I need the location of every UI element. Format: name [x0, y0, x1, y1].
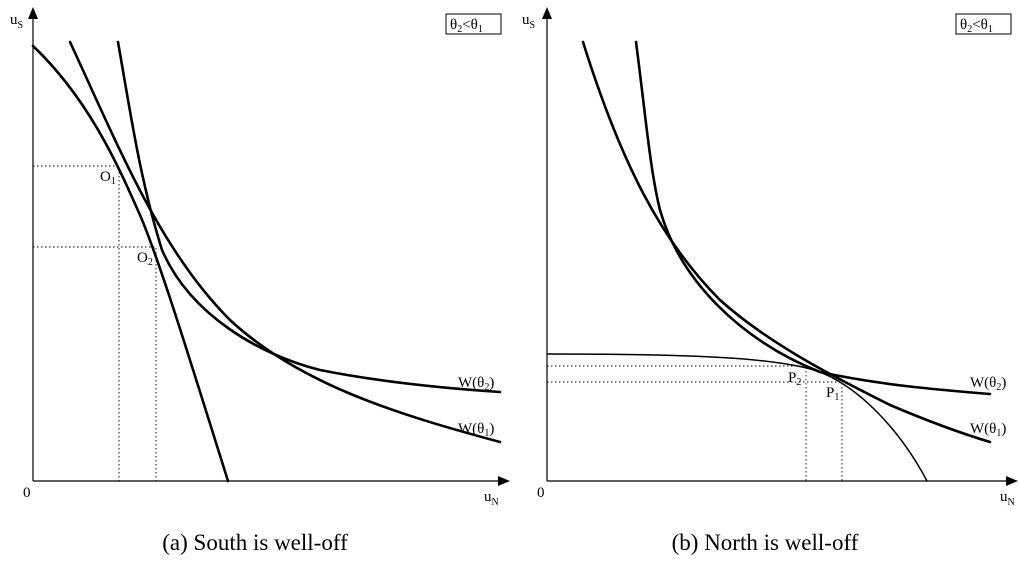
- w-theta1-curve-b: [581, 40, 992, 444]
- svg-text:θ2<θ1: θ2<θ1: [450, 17, 483, 35]
- panel-b: uS uN 0 θ2<θ1 W(θ2) W(θ1) P2 P1 (b) Nort…: [522, 7, 1018, 555]
- svg-text:θ2<θ1: θ2<θ1: [960, 17, 993, 35]
- x-axis-label-a: uN: [484, 489, 499, 508]
- point-label-o1: O1: [100, 169, 116, 187]
- curve-label-w-theta2-b: W(θ2): [970, 375, 1006, 393]
- x-axis-arrow-a: [498, 476, 510, 486]
- panel-a: uS uN 0 θ2<θ1 W(θ2) W(θ1) O1 O2 (a) Sout…: [10, 7, 510, 555]
- condition-box-a: θ2<θ1: [445, 13, 502, 35]
- point-label-o2: O2: [137, 250, 153, 268]
- guide-p2-b: [547, 365, 807, 481]
- curve-label-w-theta2-a: W(θ2): [458, 375, 494, 393]
- curve-label-w-theta1-a: W(θ1): [458, 421, 494, 439]
- curve-label-w-theta1-b: W(θ1): [970, 421, 1006, 439]
- origin-label-a: 0: [23, 485, 31, 501]
- origin-label-b: 0: [537, 485, 545, 501]
- guide-o2-a: [33, 246, 157, 481]
- y-axis-arrow-b: [542, 7, 552, 19]
- frontier-curve-a: [31, 44, 230, 483]
- w-theta2-curve-b: [634, 40, 992, 396]
- x-axis-label-b: uN: [1000, 489, 1015, 508]
- w-theta1-curve-a: [68, 40, 502, 444]
- point-label-p1: P1: [826, 385, 839, 403]
- caption-a: (a) South is well-off: [162, 530, 348, 555]
- y-axis-label-b: uS: [522, 12, 535, 31]
- y-axis-arrow-a: [28, 7, 38, 19]
- y-axis-label-a: uS: [10, 12, 23, 31]
- point-label-p2: P2: [788, 370, 801, 388]
- caption-b: (b) North is well-off: [672, 530, 859, 555]
- condition-box-b: θ2<θ1: [955, 13, 1012, 35]
- frontier-curve-b: [546, 353, 928, 482]
- guide-p1-b: [547, 381, 843, 481]
- w-theta2-curve-a: [116, 40, 502, 394]
- guide-o1-a: [33, 165, 120, 481]
- x-axis-arrow-b: [1006, 476, 1018, 486]
